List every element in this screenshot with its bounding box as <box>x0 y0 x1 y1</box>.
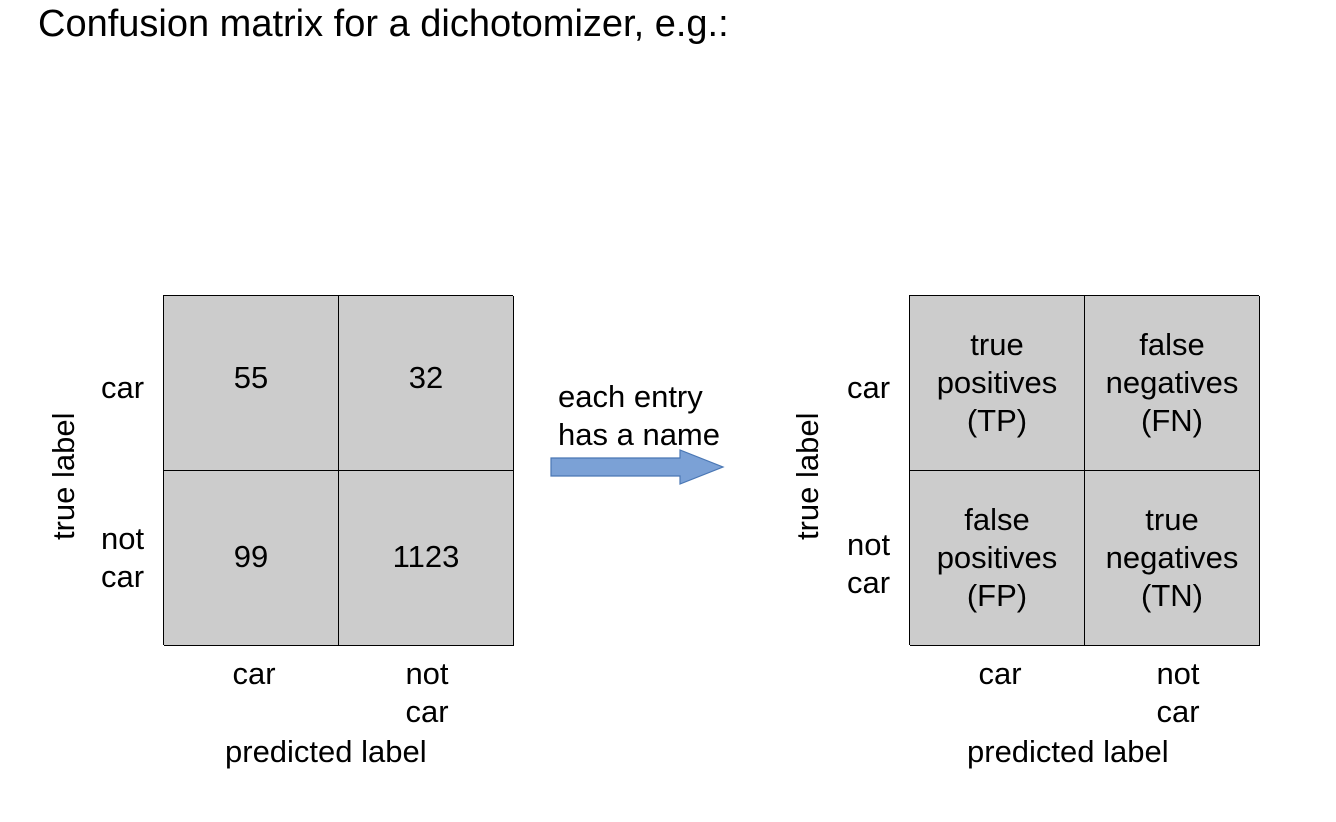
slide-title: Confusion matrix for a dichotomizer, e.g… <box>38 3 729 45</box>
right-cell-tn: true negatives (TN) <box>1085 471 1260 646</box>
right-row-label-car: car <box>847 370 891 405</box>
left-cell-fn: 32 <box>339 296 514 471</box>
left-col-label-car: car <box>232 656 276 691</box>
arrow-caption: each entry has a name <box>558 379 720 452</box>
right-y-axis-label: true label <box>790 412 825 540</box>
left-cell-fp: 99 <box>164 471 339 646</box>
left-row-label-car: car <box>101 370 145 405</box>
left-cell-tp: 55 <box>164 296 339 471</box>
right-cell-tp: true positives (TP) <box>910 296 1085 471</box>
arrow-shape <box>550 449 725 485</box>
right-col-label-not-car: not car <box>1156 656 1200 729</box>
right-col-label-car: car <box>978 656 1022 691</box>
left-col-label-not-car: not car <box>405 656 449 729</box>
left-cell-tn: 1123 <box>339 471 514 646</box>
right-cell-fp: false positives (FP) <box>910 471 1085 646</box>
left-confusion-matrix: 55 32 99 1123 <box>163 295 514 646</box>
right-row-label-not-car: not car <box>847 527 891 600</box>
left-row-label-not-car: not car <box>101 521 145 594</box>
right-cell-fn: false negatives (FN) <box>1085 296 1260 471</box>
left-x-axis-label: predicted label <box>225 734 427 769</box>
right-arrow-icon <box>550 449 725 485</box>
left-y-axis-label: true label <box>46 412 81 540</box>
right-confusion-matrix: true positives (TP) false negatives (FN)… <box>909 295 1260 646</box>
right-x-axis-label: predicted label <box>967 734 1169 769</box>
